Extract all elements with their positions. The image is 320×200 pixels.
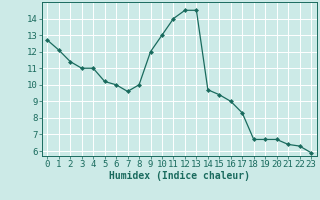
- X-axis label: Humidex (Indice chaleur): Humidex (Indice chaleur): [109, 171, 250, 181]
